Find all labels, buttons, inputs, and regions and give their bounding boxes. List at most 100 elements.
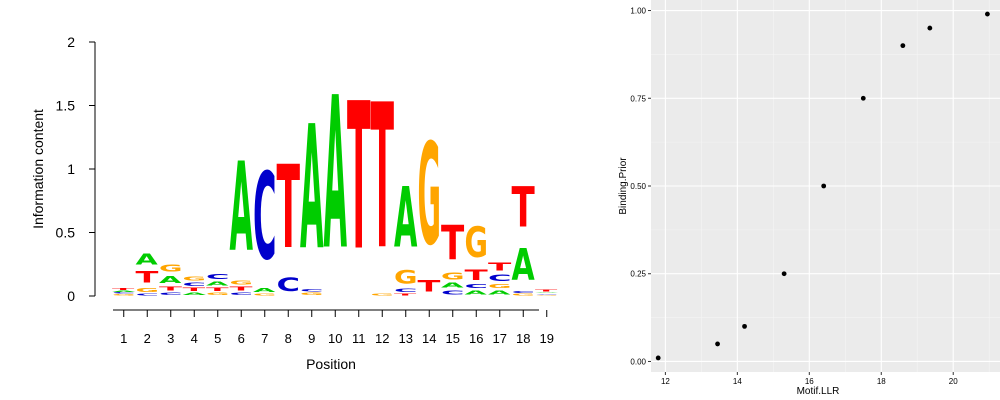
logo-y-tick-label: 1.5 — [56, 98, 76, 114]
logo-letter-G: G — [535, 295, 558, 296]
logo-letter-A: A — [253, 287, 275, 293]
scatter-grid — [651, 0, 1000, 372]
logo-letter-G: G — [512, 294, 535, 297]
svg-text:A: A — [465, 289, 487, 295]
svg-text:T: T — [112, 288, 135, 290]
logo-letter-C: C — [159, 292, 182, 296]
svg-text:T: T — [230, 286, 254, 292]
scatter-point — [715, 341, 720, 347]
svg-text:T: T — [512, 175, 536, 240]
svg-text:A: A — [300, 89, 324, 288]
logo-letter-G: G — [159, 263, 182, 275]
svg-text:G: G — [206, 292, 229, 296]
logo-letter-G: G — [300, 292, 323, 296]
logo-letter-C: C — [206, 273, 230, 280]
svg-text:C: C — [465, 283, 488, 289]
svg-text:T: T — [535, 290, 558, 292]
scatter-point — [742, 323, 747, 329]
logo-letter-C: C — [277, 275, 301, 296]
logo-letter-C: C — [253, 148, 276, 287]
scatter-y-tick-label: 0.00 — [630, 357, 646, 366]
logo-letter-T: T — [488, 260, 512, 273]
svg-text:A: A — [230, 137, 254, 278]
scatter-points — [655, 11, 990, 361]
scatter-point — [655, 355, 661, 361]
scatter-y-tick-label: 0.50 — [630, 182, 646, 191]
logo-letter-G: G — [230, 279, 254, 285]
svg-text:G: G — [136, 287, 160, 293]
logo-letter-G: G — [394, 266, 418, 288]
svg-text:C: C — [512, 291, 536, 293]
logo-letter-C: C — [183, 282, 206, 287]
svg-text:G: G — [230, 279, 254, 285]
logo-letter-A: A — [441, 282, 464, 290]
svg-text:C: C — [159, 292, 182, 296]
svg-text:A: A — [394, 170, 417, 267]
logo-y-tick-label: 0 — [67, 288, 75, 304]
logo-y-tick-label: 2 — [67, 34, 75, 50]
svg-text:G: G — [183, 275, 207, 281]
logo-letter-T: T — [371, 62, 394, 293]
logo-letter-T: T — [183, 287, 207, 292]
svg-text:A: A — [159, 274, 182, 286]
logo-letter-T: T — [136, 268, 159, 287]
svg-text:C: C — [300, 289, 323, 293]
svg-text:G: G — [535, 295, 558, 296]
scatter-x-tick-label: 18 — [877, 377, 886, 386]
svg-text:C: C — [394, 288, 417, 293]
logo-x-tick-label: 2 — [144, 331, 151, 346]
svg-text:G: G — [300, 292, 323, 296]
svg-text:A: A — [112, 290, 136, 292]
svg-text:A: A — [512, 239, 535, 290]
scatter-y-tick-label: 0.75 — [630, 94, 646, 103]
scatter-point — [860, 95, 866, 101]
svg-text:C: C — [183, 282, 206, 287]
logo-x-tick-label: 1 — [120, 331, 127, 346]
logo-letter-A: A — [183, 292, 207, 296]
svg-text:A: A — [441, 282, 464, 290]
logo-letter-C: C — [465, 283, 488, 289]
logo-letter-T: T — [441, 216, 464, 271]
scatter-x-axis-label: Motif.LLR — [797, 386, 840, 397]
scatter-y-tick-label: 0.25 — [630, 270, 646, 279]
svg-text:T: T — [394, 294, 417, 296]
svg-text:T: T — [418, 277, 441, 296]
logo-letter-C: C — [136, 294, 160, 296]
logo-letter-A: A — [230, 137, 254, 278]
svg-text:T: T — [465, 268, 489, 284]
scatter-y-axis-label: Binding.Prior — [618, 157, 629, 215]
logo-letter-G: G — [112, 294, 136, 296]
logo-letter-C: C — [230, 292, 253, 296]
svg-text:G: G — [512, 294, 535, 297]
logo-x-tick-label: 15 — [446, 331, 460, 346]
logo-x-axis-label: Position — [306, 356, 356, 372]
logo-letter-T: T — [535, 290, 558, 292]
svg-text:A: A — [488, 289, 510, 295]
logo-letter-T: T — [159, 286, 183, 292]
logo-letter-A: A — [112, 290, 136, 292]
svg-text:A: A — [253, 287, 275, 293]
scatter-point — [821, 183, 827, 189]
scatter-x-tick-label: 16 — [805, 377, 814, 386]
logo-letter-A: A — [512, 239, 535, 290]
logo-letter-T: T — [347, 61, 371, 297]
logo-letter-G: G — [136, 287, 160, 293]
logo-letter-G: G — [488, 283, 512, 289]
svg-text:G: G — [394, 266, 418, 288]
logo-letter-A: A — [535, 292, 559, 293]
logo-letter-C: C — [535, 293, 559, 294]
svg-text:C: C — [535, 293, 559, 294]
svg-text:T: T — [136, 268, 159, 287]
svg-text:T: T — [159, 286, 183, 292]
svg-text:C: C — [488, 273, 512, 283]
svg-text:T: T — [206, 287, 230, 292]
logo-letter-T: T — [512, 175, 536, 240]
scatter-point — [985, 11, 990, 17]
svg-text:T: T — [441, 216, 464, 271]
logo-letter-T: T — [465, 268, 489, 284]
svg-text:T: T — [183, 287, 207, 292]
svg-text:G: G — [253, 294, 276, 297]
logo-x-tick-label: 13 — [399, 331, 413, 346]
logo-letter-A: A — [159, 274, 182, 286]
